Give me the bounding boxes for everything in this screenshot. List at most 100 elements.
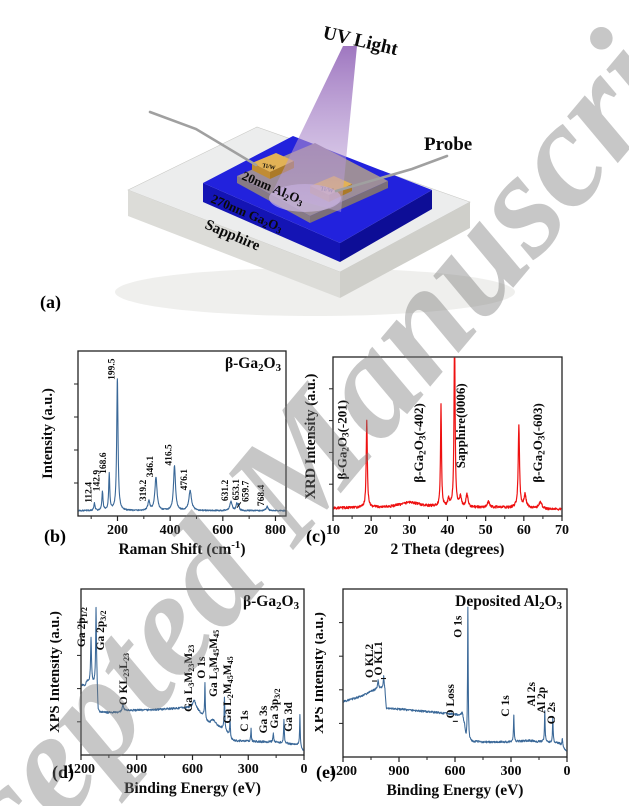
x-axis-title: 2 Theta (degrees): [391, 541, 505, 558]
ga2o3-film-right-face: [340, 190, 432, 262]
x-tick-label: 600: [212, 523, 233, 538]
peak-label: 416.5: [164, 444, 174, 466]
x-tick-label: 0: [301, 762, 308, 777]
x-tick-label: 900: [126, 762, 147, 777]
plot-title: β-Ga2O3: [225, 355, 282, 374]
x-tick-label: 600: [445, 764, 466, 779]
x-tick-label: 900: [389, 764, 410, 779]
peak-label: Al 2p: [536, 687, 548, 714]
substrate-shadow: [115, 268, 515, 316]
electrode-left-front: [252, 163, 270, 179]
peak-label: 346.1: [146, 456, 156, 478]
spectrum-curve: [343, 606, 567, 752]
y-axis-title: Intensity (a.u.): [40, 388, 56, 479]
spectrum-curve: [78, 378, 286, 512]
peak-label: Al 2s: [526, 681, 538, 706]
y-axis-title: XRD Intensity (a.u.): [303, 373, 319, 499]
peak-label: Ga 2p1/2: [76, 607, 89, 647]
peak-label: 112.4: [84, 482, 94, 503]
x-tick-label: 30: [402, 523, 416, 538]
plot-title: β-Ga2O3: [243, 593, 300, 612]
peak-label: Ga 3d: [283, 701, 295, 731]
peak-label: O 1s: [196, 656, 208, 679]
peak-label: 659.7: [242, 480, 252, 502]
plot-frame: [77, 350, 287, 517]
xps-ga2o3-chart: 1200 900 600 300 0 Binding Energy (eV) XPS Int…: [50, 588, 308, 797]
xps-al2o3-chart: 1200 900 600 300 0 Binding Energy (eV) XPS Int…: [315, 588, 571, 799]
probe-wire-right: [334, 154, 449, 193]
y-axis-title: XPS Intensity (a.u.): [50, 611, 63, 733]
x-tick-label: 300: [238, 762, 259, 777]
x-tick-label: 50: [479, 523, 493, 538]
device-schematic: Ti/W Ti/W UV Light Probe 20nm Al2O3 270n…: [115, 22, 515, 316]
x-tick-label: 800: [265, 523, 286, 538]
peak-label: Ga L2M45M45: [222, 656, 235, 723]
x-tick-label: 400: [160, 523, 181, 538]
plot-title: Deposited Al2O3: [455, 593, 562, 612]
peak-label: C 1s: [500, 695, 512, 717]
x-tick-label: 300: [501, 764, 522, 779]
peak-label: O 1s: [452, 615, 464, 638]
x-axis-title: Binding Energy (eV): [124, 780, 261, 797]
x-tick-label: 60: [517, 523, 531, 538]
uv-beam: [272, 46, 357, 212]
peak-label: 476.1: [180, 469, 190, 491]
electrode-left-label: Ti/W: [262, 163, 276, 172]
peak-label: Sapphire(0006): [453, 383, 468, 468]
x-tick-label: 10: [326, 523, 340, 538]
x-tick-label: 0: [564, 764, 571, 779]
x-tick-label: 1200: [329, 764, 357, 779]
peak-label: O KL1: [373, 641, 385, 675]
xrd-pattern-chart: 10 20 30 40 50 60 70 2 Theta (degrees) XRD Inten…: [303, 356, 569, 558]
panel-label-a: (a): [40, 292, 61, 312]
peak-label: Ga L3M45M45: [208, 630, 221, 697]
spectrum-curve: [81, 606, 304, 752]
peak-label: O Loss: [445, 684, 457, 719]
al2o3-layer-right-face: [310, 181, 388, 223]
peak-label: 199.5: [107, 358, 117, 380]
spectrum-curve: [333, 357, 562, 511]
y-axis-title: XPS Intensity (a.u.): [315, 612, 327, 734]
panel-label-c: (c): [306, 526, 326, 546]
peak-label: 142.9: [92, 470, 102, 492]
probe-label: Probe: [424, 134, 472, 155]
x-axis-title: Binding Energy (eV): [387, 782, 524, 799]
peak-label: β-Ga2O3(-201): [334, 400, 350, 480]
sapphire-substrate-left-face: [128, 190, 340, 298]
peak-label: 768.4: [257, 484, 267, 506]
peak-label: O KL2: [364, 644, 376, 678]
peak-label: O KL23L23: [118, 653, 131, 705]
peak-label: C 1s: [239, 710, 251, 732]
panel-label-b: (b): [44, 526, 66, 546]
x-tick-label: 600: [182, 762, 203, 777]
sapphire-substrate-right-face: [340, 202, 470, 298]
peak-label: O 2s: [546, 702, 558, 725]
ga2o3-film-left-face: [203, 183, 340, 262]
x-axis-title: Raman Shift (cm-1): [118, 539, 245, 558]
electrode-left-top: [252, 153, 294, 172]
peak-label: Ga L3M23M23: [183, 645, 196, 712]
raman-spectrum-chart: 200 400 600 800 Raman Shift (cm-1) Intensity …: [40, 350, 287, 558]
peak-label: Ga 2p3/2: [95, 610, 108, 650]
x-tick-label: 20: [364, 523, 378, 538]
probe-wire-left: [148, 110, 258, 167]
uv-light-label: UV Light: [321, 22, 401, 60]
peak-label: 631.2: [221, 480, 231, 502]
peak-label: 653.1: [232, 479, 242, 501]
plot-frame: [342, 588, 568, 758]
panel-label-e: (e): [316, 762, 336, 782]
x-tick-label: 1200: [67, 762, 95, 777]
peak-label-arrow: [236, 502, 242, 509]
x-tick-label: 40: [441, 523, 455, 538]
peak-label: β-Ga2O3(-402): [411, 403, 427, 483]
panel-label-d: (d): [52, 762, 74, 782]
peak-label: Ga 3p3/2: [269, 688, 282, 728]
peak-label: 168.6: [99, 452, 109, 474]
x-tick-label: 200: [107, 523, 128, 538]
peak-label: Ga 3s: [258, 705, 270, 733]
plot-frame: [80, 588, 305, 756]
x-tick-label: 70: [555, 523, 569, 538]
peak-label: 319.2: [139, 480, 149, 502]
peak-label: β-Ga2O3(-603): [530, 403, 546, 483]
